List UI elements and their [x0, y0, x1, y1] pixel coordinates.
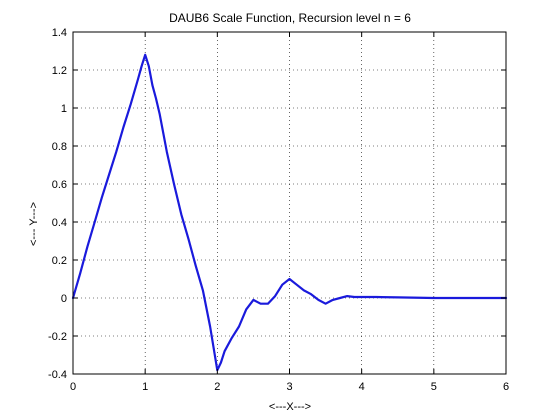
chart-title: DAUB6 Scale Function, Recursion level n …	[169, 11, 411, 25]
y-tick-label: -0.4	[48, 369, 67, 381]
y-tick-label: 0	[61, 293, 67, 305]
ticks: 0 1 2 3 4 5 6 -0.4 -0.2 0 0.2 0.4 0.6 0.8 1 1.2 1.4	[48, 27, 509, 393]
y-tick-label: 0.6	[52, 179, 67, 191]
y-tick-label: 0.2	[52, 255, 67, 267]
y-tick-label: 1	[61, 103, 67, 115]
y-tick-label: 0.8	[52, 141, 67, 153]
x-tick-label: 3	[286, 381, 292, 393]
y-tick-label: -0.2	[48, 331, 67, 343]
series-line	[71, 53, 508, 372]
grid	[73, 32, 506, 374]
x-tick-label: 6	[503, 381, 509, 393]
y-tick-label: 0.4	[52, 217, 67, 229]
series-layer	[71, 53, 508, 372]
x-tick-label: 0	[70, 381, 76, 393]
x-tick-label: 2	[214, 381, 220, 393]
y-tick-label: 1.2	[52, 65, 67, 77]
axes-background	[73, 32, 506, 374]
y-axis-label: <--- Y--->	[28, 202, 40, 246]
x-axis-label: <---X--->	[269, 401, 311, 413]
x-tick-label: 1	[142, 381, 148, 393]
y-tick-label: 1.4	[52, 27, 67, 39]
x-tick-label: 4	[359, 381, 365, 393]
x-tick-label: 5	[431, 381, 437, 393]
